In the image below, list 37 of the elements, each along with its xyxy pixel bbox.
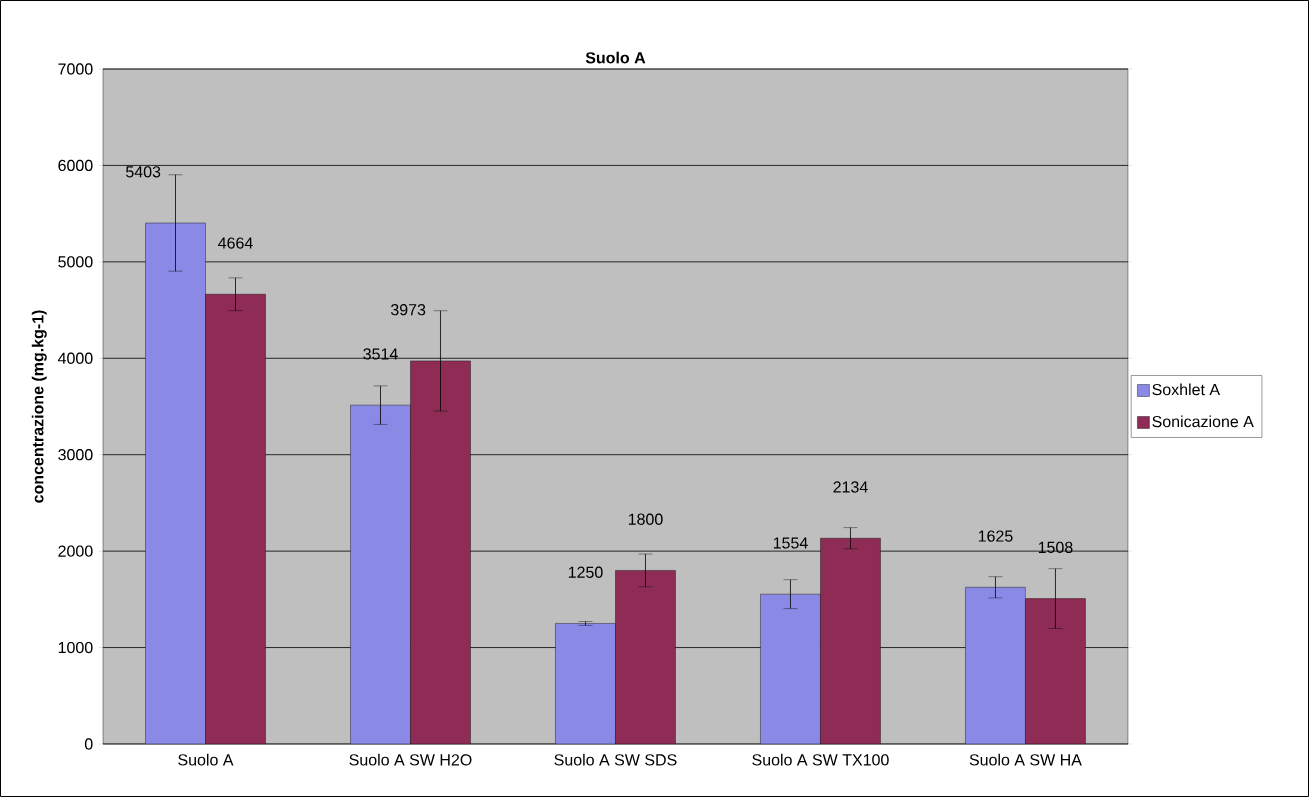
y-tick-label: 6000 xyxy=(58,159,93,172)
data-label: 1625 xyxy=(978,530,1013,542)
data-label: 1250 xyxy=(568,566,603,578)
bar xyxy=(350,404,411,744)
data-label: 1800 xyxy=(628,513,663,525)
x-tick-label: Suolo A xyxy=(178,753,234,766)
y-tick-label: 2000 xyxy=(58,545,93,557)
y-tick-label: 4000 xyxy=(57,352,93,364)
bar xyxy=(760,593,821,744)
y-tick-label: 0 xyxy=(84,738,93,750)
bar xyxy=(555,623,616,744)
data-label: 5403 xyxy=(126,166,161,178)
x-tick-label: Suolo A SW H2O xyxy=(349,753,472,766)
bar xyxy=(965,587,1026,744)
y-axis-title: concentrazione (mg.kg-1) xyxy=(31,310,47,503)
bar xyxy=(145,222,206,744)
data-label: 4664 xyxy=(218,237,253,249)
y-tick-label: 7000 xyxy=(58,63,93,75)
bar xyxy=(820,538,881,744)
legend-label: Sonicazione A xyxy=(1152,415,1254,428)
x-tick-label: Suolo A SW TX100 xyxy=(752,753,889,766)
data-label: 1554 xyxy=(773,537,808,549)
data-label: 3514 xyxy=(363,348,398,360)
y-tick-label: 1000 xyxy=(58,641,93,654)
chart-title: Suolo A xyxy=(585,51,646,64)
x-tick-label: Suolo A SW HA xyxy=(969,753,1082,766)
bar xyxy=(615,570,676,744)
y-tick-label: 5000 xyxy=(58,256,93,268)
data-label: 3973 xyxy=(390,304,426,316)
x-tick-label: Suolo A SW SDS xyxy=(554,753,677,766)
bar xyxy=(205,294,266,744)
bar xyxy=(410,360,471,744)
data-label: 2134 xyxy=(833,481,868,493)
legend-label: Soxhlet A xyxy=(1152,383,1221,396)
y-tick-label: 3000 xyxy=(58,449,93,461)
data-label: 1508 xyxy=(1038,541,1073,554)
bar xyxy=(1025,598,1086,744)
